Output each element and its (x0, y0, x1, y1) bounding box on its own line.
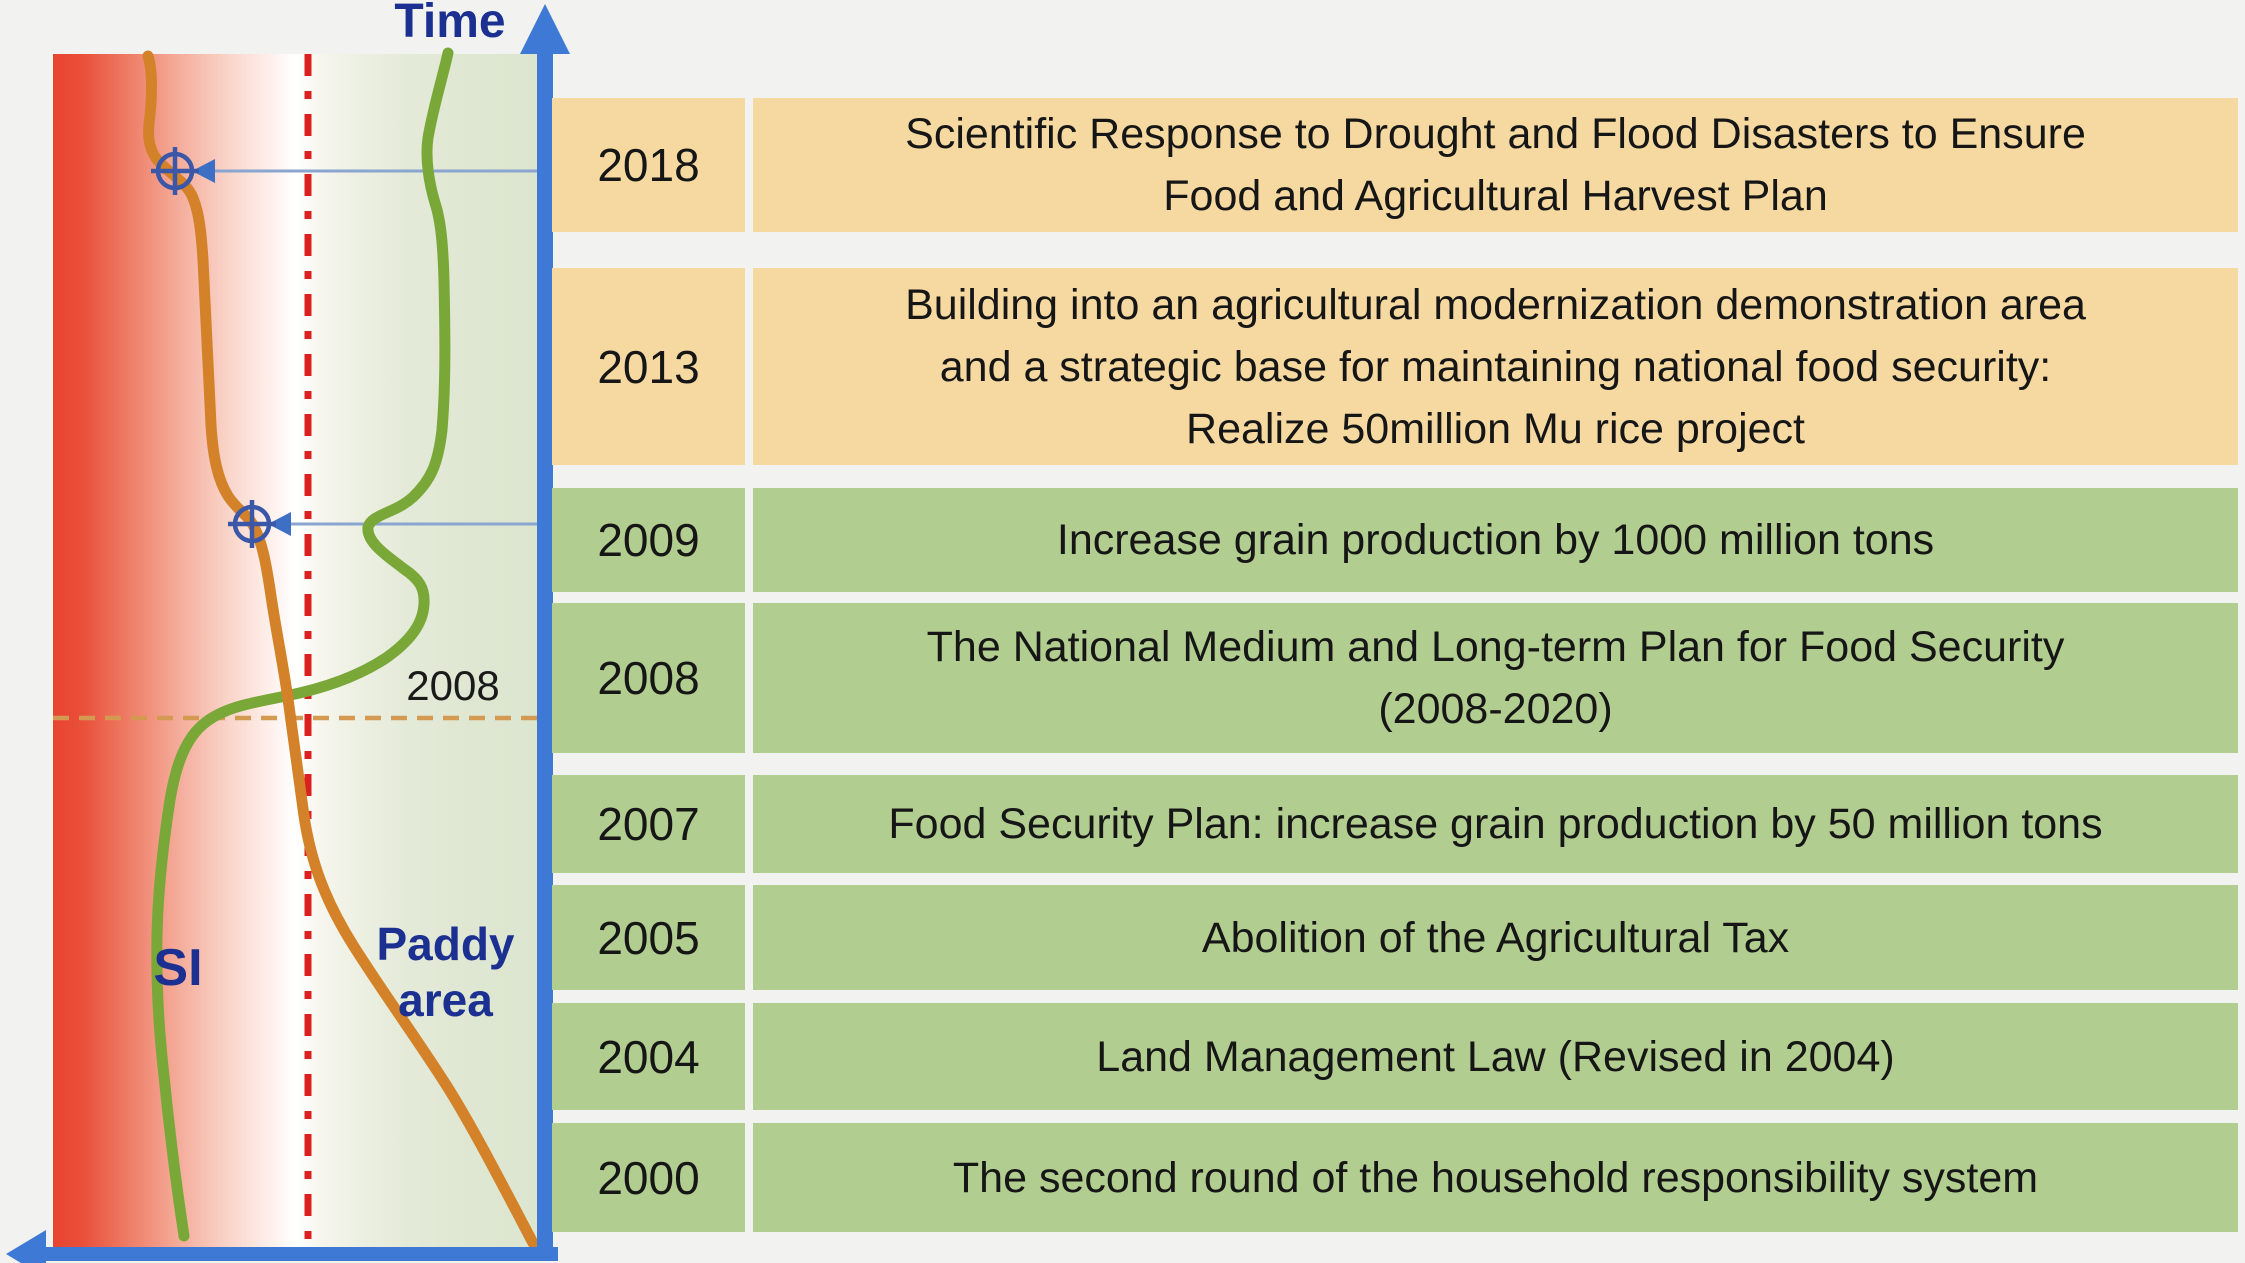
phase-chart-svg (6, 4, 570, 1263)
event-cell-2005: Abolition of the Agricultural Tax (753, 885, 2238, 990)
x-axis-arrow-icon (6, 1230, 46, 1263)
marker-2009-icon (228, 500, 276, 548)
paddy-area-curve-label: Paddy area (376, 918, 515, 1026)
si-curve (151, 47, 454, 1242)
phase-chart: Time 2008 SI Paddy area (0, 0, 600, 1263)
timeline-row-2018: 2018 Scientific Response to Drought and … (552, 98, 2238, 232)
time-axis-label: Time (394, 0, 506, 48)
event-cell-2009: Increase grain production by 1000 millio… (753, 488, 2238, 592)
year-cell-2009: 2009 (552, 488, 745, 592)
timeline-row-2000: 2000 The second round of the household r… (552, 1123, 2238, 1232)
timeline-row-2005: 2005 Abolition of the Agricultural Tax (552, 885, 2238, 990)
event-cell-2018: Scientific Response to Drought and Flood… (753, 98, 2238, 232)
year-cell-2007: 2007 (552, 775, 745, 873)
time-axis (520, 4, 570, 1261)
event-cell-2013: Building into an agricultural modernizat… (753, 268, 2238, 465)
marker-2018-icon (151, 147, 199, 195)
paddy-area-curve (142, 50, 539, 1249)
time-axis-arrow-icon (520, 4, 570, 54)
x-axis (6, 1230, 558, 1263)
timeline-row-2004: 2004 Land Management Law (Revised in 200… (552, 1003, 2238, 1110)
timeline-row-2009: 2009 Increase grain production by 1000 m… (552, 488, 2238, 592)
phase-gradient-panel (53, 54, 537, 1247)
year-cell-2004: 2004 (552, 1003, 745, 1110)
connector-2018-arrow-icon (192, 159, 215, 183)
threshold-year-label: 2008 (406, 662, 500, 709)
timeline-row-2008: 2008 The National Medium and Long-term P… (552, 603, 2238, 753)
event-cell-2004: Land Management Law (Revised in 2004) (753, 1003, 2238, 1110)
year-cell-2018: 2018 (552, 98, 745, 232)
year-cell-2013: 2013 (552, 268, 745, 465)
timeline-row-2007: 2007 Food Security Plan: increase grain … (552, 775, 2238, 873)
timeline-row-2013: 2013 Building into an agricultural moder… (552, 268, 2238, 465)
event-cell-2007: Food Security Plan: increase grain produ… (753, 775, 2238, 873)
event-cell-2000: The second round of the household respon… (753, 1123, 2238, 1232)
year-cell-2005: 2005 (552, 885, 745, 990)
si-curve-label: SI (153, 939, 203, 997)
year-cell-2000: 2000 (552, 1123, 745, 1232)
connector-2009-arrow-icon (268, 512, 291, 536)
event-cell-2008: The National Medium and Long-term Plan f… (753, 603, 2238, 753)
year-cell-2008: 2008 (552, 603, 745, 753)
